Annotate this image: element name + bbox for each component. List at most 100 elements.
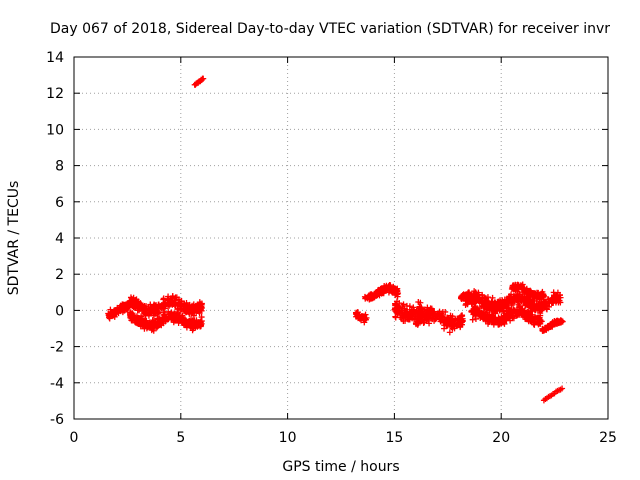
data-point [177, 306, 184, 313]
x-tick-label: 10 [279, 430, 297, 446]
data-point [478, 309, 485, 316]
data-point [472, 304, 479, 311]
data-point [471, 288, 478, 295]
data-point [446, 329, 453, 336]
data-point [181, 319, 188, 326]
y-tick-label: 8 [55, 159, 64, 175]
data-point [554, 292, 561, 299]
data-point [559, 385, 566, 392]
data-point [198, 322, 205, 329]
data-point [170, 316, 177, 323]
data-point [158, 319, 165, 326]
data-point [150, 318, 157, 325]
data-point [160, 296, 167, 303]
data-point [141, 304, 148, 311]
y-tick-label: 2 [55, 267, 64, 283]
data-point [542, 300, 549, 307]
data-point [171, 299, 178, 306]
data-point [176, 317, 183, 324]
data-point [139, 317, 146, 324]
data-point [458, 295, 465, 302]
data-point [375, 286, 382, 293]
data-point [155, 322, 162, 329]
data-point [133, 315, 140, 322]
data-point [130, 300, 137, 307]
data-point [383, 282, 390, 289]
data-point [376, 292, 383, 299]
data-point [521, 299, 528, 306]
data-point [161, 311, 168, 318]
data-point [511, 308, 518, 315]
data-point [142, 311, 149, 318]
data-point [149, 305, 156, 312]
grid-layer [74, 57, 608, 419]
data-point [186, 317, 193, 324]
data-point [413, 307, 420, 314]
data-point [467, 291, 474, 298]
y-tick-label: 4 [55, 231, 64, 247]
data-point [172, 302, 179, 309]
data-point [545, 296, 552, 303]
data-point [424, 304, 431, 311]
data-point [447, 312, 454, 319]
data-point [164, 299, 171, 306]
data-point [464, 295, 471, 302]
data-point [554, 319, 561, 326]
y-tick-label: 6 [55, 195, 64, 211]
data-point [469, 316, 476, 323]
y-tick-label: 14 [46, 50, 64, 66]
data-point [548, 295, 555, 302]
data-point [439, 313, 446, 320]
data-point [538, 318, 545, 325]
x-tick-label: 15 [385, 430, 403, 446]
data-point [442, 308, 449, 315]
data-point [496, 315, 503, 322]
data-point [200, 75, 207, 82]
data-point [406, 316, 413, 323]
data-point [526, 302, 533, 309]
data-point [416, 304, 423, 311]
data-point [141, 325, 148, 332]
y-tick-label: 10 [46, 122, 64, 138]
x-tick-label: 25 [599, 430, 617, 446]
x-tick-label: 5 [176, 430, 185, 446]
x-axis-label: GPS time / hours [282, 459, 399, 475]
data-point [539, 291, 546, 298]
y-tick-label: -4 [50, 376, 64, 392]
data-point [523, 287, 530, 294]
data-point [426, 320, 433, 327]
data-point [479, 291, 486, 298]
data-point [183, 303, 190, 310]
data-point [550, 289, 557, 296]
data-point [354, 309, 361, 316]
data-point [488, 315, 495, 322]
data-point [457, 323, 464, 330]
data-point [453, 321, 460, 328]
data-point [542, 301, 549, 308]
data-point [144, 321, 151, 328]
data-point [523, 312, 530, 319]
data-point [110, 309, 117, 316]
data-point [501, 310, 508, 317]
data-point [515, 296, 522, 303]
x-tick-label: 0 [70, 430, 79, 446]
data-point [125, 304, 132, 311]
data-point [165, 314, 172, 321]
data-point [509, 284, 516, 291]
data-point [535, 306, 542, 313]
data-point [468, 308, 475, 315]
data-point [514, 311, 521, 318]
data-point [452, 317, 459, 324]
data-point [175, 310, 182, 317]
data-point [431, 309, 438, 316]
data-point [486, 306, 493, 313]
data-point [392, 314, 399, 321]
data-point [503, 314, 510, 321]
data-point [483, 303, 490, 310]
data-point [473, 292, 480, 299]
data-point [177, 301, 184, 308]
data-point [508, 294, 515, 301]
data-point [556, 297, 563, 304]
data-point [443, 322, 450, 329]
